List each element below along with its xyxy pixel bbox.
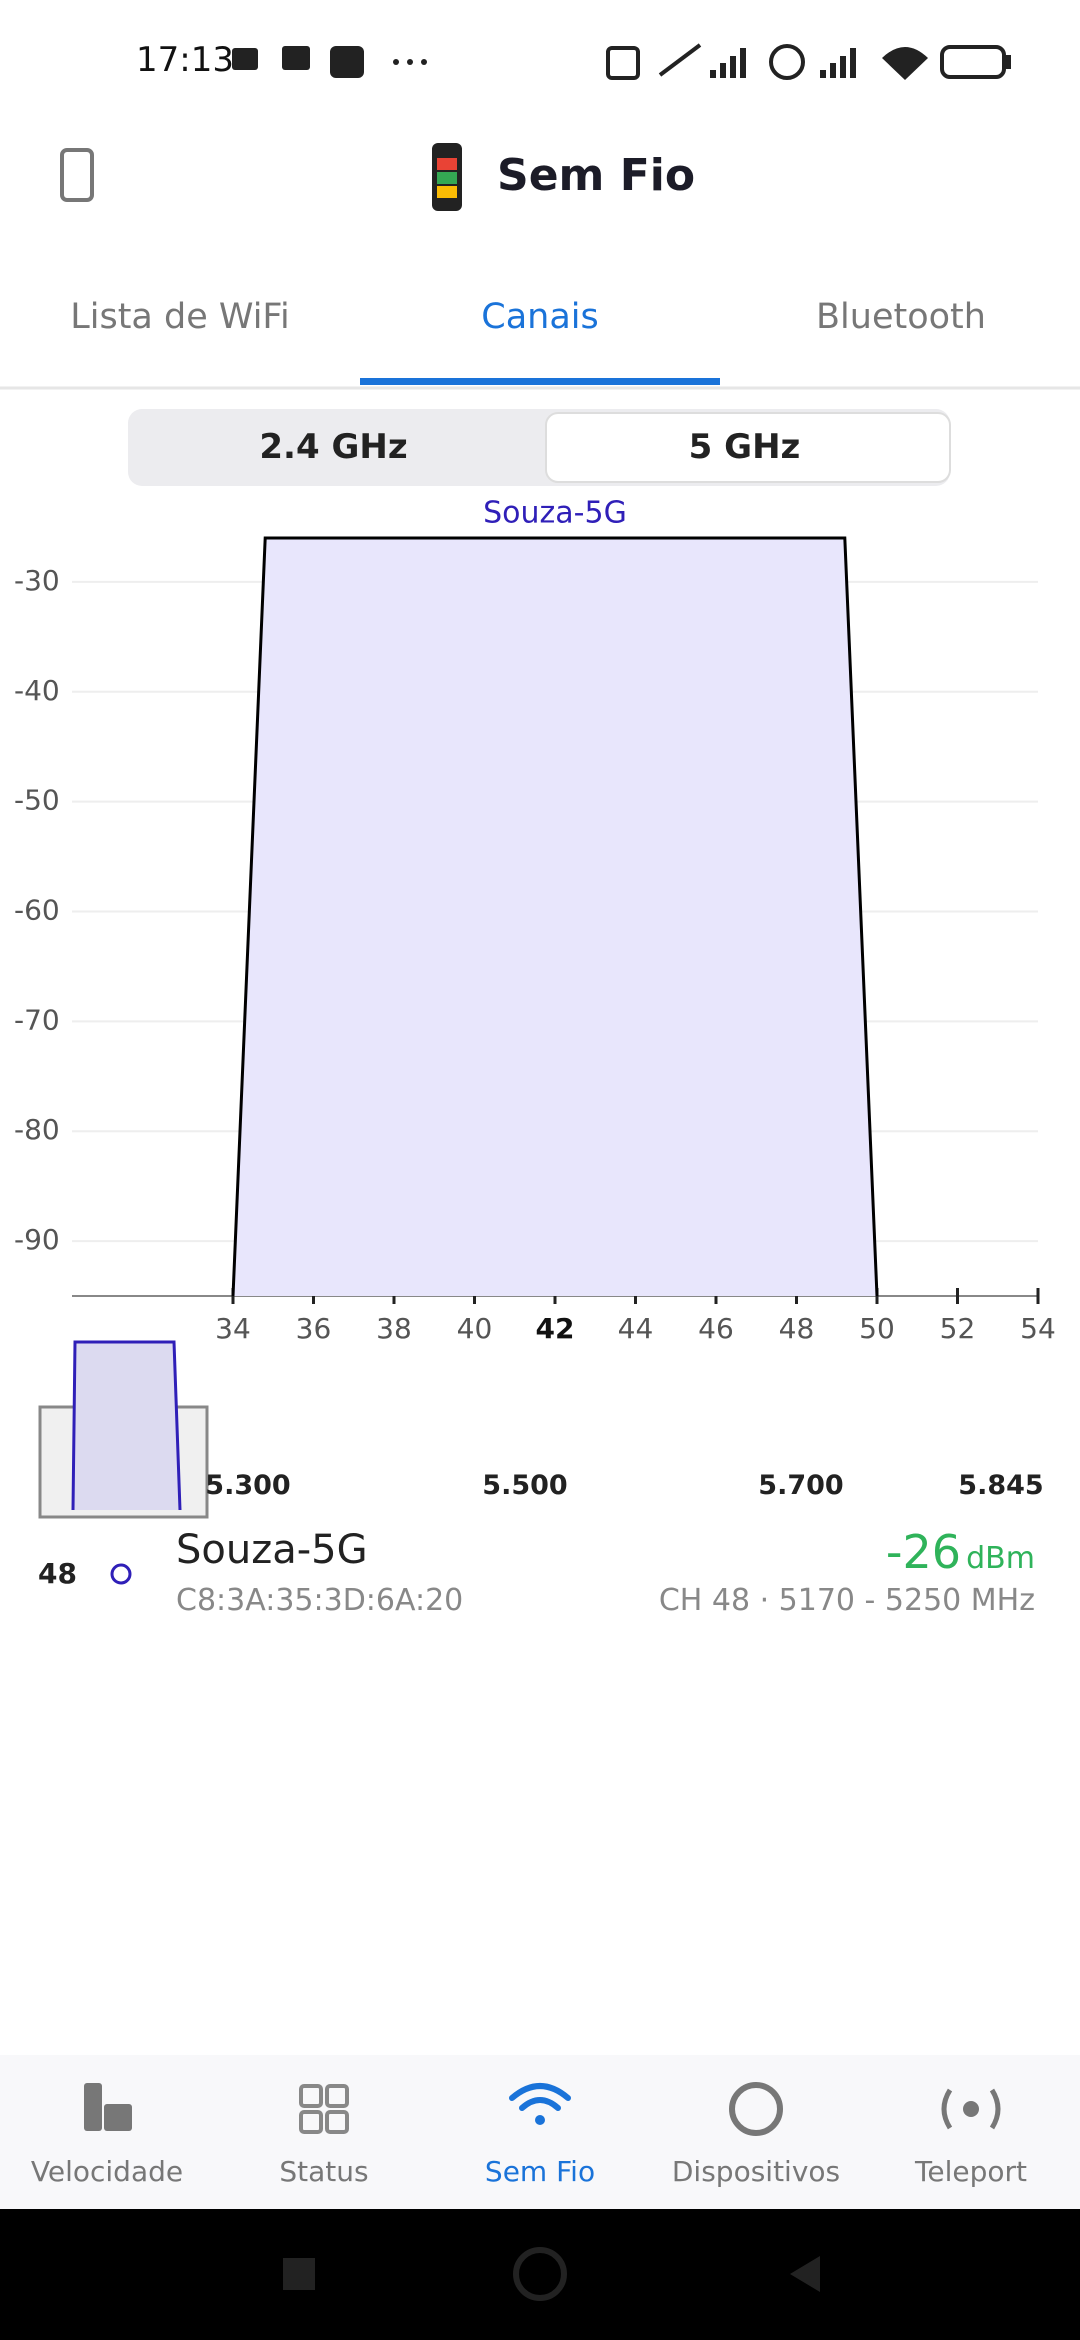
- y-tick-label: -90: [14, 1223, 60, 1256]
- tab[interactable]: Canais: [481, 297, 599, 337]
- system-buttons: [283, 2247, 820, 2301]
- signal-unit: dBm: [966, 1541, 1035, 1576]
- overview-label: 5.845: [958, 1470, 1044, 1501]
- tab[interactable]: Lista de WiFi: [70, 297, 290, 337]
- series-label: Souza-5G: [483, 495, 627, 530]
- status-icons: [232, 43, 1011, 80]
- band-option[interactable]: 5 GHz: [688, 427, 801, 467]
- network-mac: C8:3A:35:3D:6A:20: [176, 1583, 464, 1618]
- y-tick-label: -60: [14, 893, 60, 926]
- network-name[interactable]: Souza-5G: [176, 1527, 368, 1573]
- network-marker: [110, 1563, 132, 1585]
- y-tick-label: -80: [14, 1113, 60, 1146]
- network-signal: -26: [885, 1525, 962, 1579]
- overview-label: 5.500: [482, 1470, 568, 1501]
- nav-item[interactable]: Sem Fio: [484, 2155, 596, 2188]
- x-tick-label: 52: [940, 1312, 976, 1345]
- x-tick-label: 38: [376, 1312, 412, 1345]
- toggle-active: [545, 412, 951, 483]
- tab[interactable]: Bluetooth: [816, 297, 986, 337]
- overview: [38, 1340, 209, 1519]
- area: [231, 536, 879, 1297]
- nav-item[interactable]: Velocidade: [30, 2155, 184, 2188]
- y-tick-label: -40: [14, 674, 60, 707]
- nav-item[interactable]: Teleport: [915, 2155, 1027, 2188]
- overview-label: 5.300: [205, 1470, 291, 1501]
- nav-item[interactable]: Dispositivos: [671, 2155, 841, 2188]
- device-icon[interactable]: [60, 148, 94, 202]
- x-tick-label: 50: [859, 1312, 895, 1345]
- tab-indicator: [360, 378, 720, 385]
- x-tick-label: 34: [215, 1312, 251, 1345]
- x-tick-label: 44: [618, 1312, 654, 1345]
- status-time: 17:13: [136, 40, 234, 80]
- band-option[interactable]: 2.4 GHz: [259, 427, 408, 467]
- overview-label: 5.700: [758, 1470, 844, 1501]
- network-info: CH 48 · 5170 - 5250 MHz: [658, 1583, 1035, 1618]
- app-title: Sem Fio: [497, 150, 696, 201]
- chart: -30 -40 -50 -60 -70 -80 -90 34 36 38 40 42 44 46 48 50 5…: [14, 495, 1056, 1345]
- y-tick-label: -50: [14, 784, 60, 817]
- system-nav: [0, 2209, 1080, 2340]
- nav-icons: [84, 2082, 1001, 2136]
- x-tick-label: 48: [779, 1312, 815, 1345]
- x-tick-label: 54: [1020, 1312, 1056, 1345]
- x-tick-label: 36: [296, 1312, 332, 1345]
- x-tick-label: 46: [698, 1312, 734, 1345]
- network-signal-row: -26 dBm: [886, 1525, 1035, 1579]
- app-icon: [432, 143, 462, 211]
- nav-item[interactable]: Status: [279, 2155, 369, 2188]
- x-tick-label: 42: [536, 1312, 575, 1345]
- y-tick-label: -70: [14, 1003, 60, 1036]
- x-tick-label: 40: [457, 1312, 493, 1345]
- network-channel: 48: [38, 1557, 77, 1590]
- y-tick-label: -30: [14, 564, 60, 597]
- bottom-nav: [0, 2055, 1080, 2210]
